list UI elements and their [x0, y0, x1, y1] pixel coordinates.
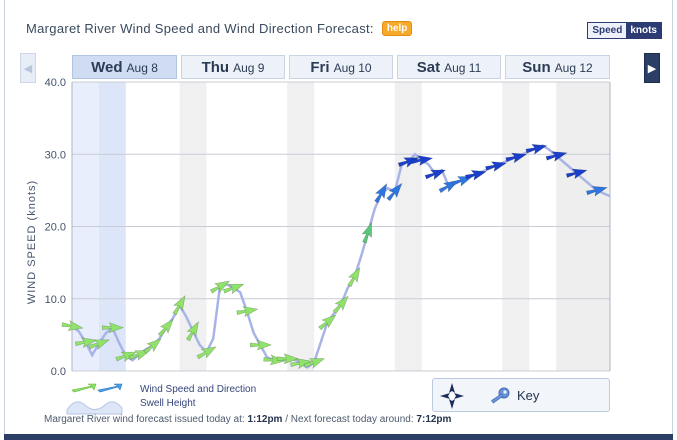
page-title: Margaret River Wind Speed and Wind Direc…: [26, 20, 374, 36]
wind-arrow: [236, 306, 259, 318]
tab-day-1[interactable]: Thu Aug 9: [181, 55, 285, 79]
wind-arrow: [263, 354, 286, 366]
nav-next-button[interactable]: ▶: [644, 53, 660, 83]
wind-arrow: [464, 170, 487, 181]
key-label: Key: [517, 388, 540, 403]
y-tick-label: 20.0: [45, 222, 66, 234]
help-button[interactable]: help: [381, 20, 413, 36]
y-axis-label: WIND SPEED (knots): [26, 180, 38, 304]
tab-day-date: Aug 12: [554, 61, 593, 75]
key-icon: [491, 387, 510, 404]
wind-arrow: [505, 152, 528, 164]
wind-arrow: [386, 182, 403, 202]
tab-day-2[interactable]: Fri Aug 10: [289, 55, 393, 79]
wind-arrow: [74, 337, 98, 349]
tab-day-3[interactable]: Sat Aug 11: [397, 55, 501, 79]
compass-north-letter: N: [449, 392, 455, 401]
next-forecast-text: / Next forecast today around:: [285, 414, 414, 425]
wind-arrow: [451, 176, 474, 187]
legend-swell-wave-icon: [66, 401, 123, 415]
issued-text: Margaret River wind forecast issued toda…: [44, 414, 245, 425]
next-forecast-time: 7:12pm: [416, 414, 452, 425]
issued-time: 1:12pm: [247, 414, 283, 425]
tab-day-name: Thu: [201, 59, 230, 76]
title-bar: Margaret River Wind Speed and Wind Direc…: [26, 18, 413, 38]
wind-arrow: [361, 221, 372, 244]
wind-arrow: [332, 295, 349, 314]
wind-arrow: [411, 155, 434, 167]
units-toggle[interactable]: Speed knots: [587, 22, 662, 39]
tab-day-name: Sat: [416, 59, 441, 76]
day-nav: ◀ Wed Aug 8 Thu Aug 9 Fri Aug 10 Sat Aug…: [20, 51, 660, 85]
wind-chart: 0.0 10.0 20.0 30.0 40.0 WIND SPEED (knots): [0, 72, 677, 382]
forecast-issued-info: Margaret River wind forecast issued toda…: [44, 414, 451, 425]
tab-day-4[interactable]: Sun Aug 12: [505, 55, 610, 79]
wind-arrow: [185, 320, 199, 342]
wind-arrow: [276, 353, 300, 365]
key-button[interactable]: N Key: [432, 378, 610, 412]
y-tick-label: 10.0: [45, 294, 66, 306]
y-tick-label: 30.0: [45, 149, 66, 161]
wind-arrow: [128, 350, 151, 361]
wind-arrow: [102, 322, 125, 334]
wind-arrow: [172, 294, 186, 316]
tab-day-0[interactable]: Wed Aug 8: [72, 55, 177, 79]
wind-arrow: [424, 169, 447, 181]
wind-arrow: [318, 314, 337, 331]
tab-day-date: Aug 11: [444, 61, 482, 75]
units-knots-label[interactable]: knots: [626, 23, 661, 38]
chevron-right-icon: ▶: [647, 62, 657, 75]
wind-arrow: [347, 266, 361, 288]
wind-arrow: [585, 185, 609, 197]
wind-arrow: [157, 318, 174, 338]
bottom-bar: [4, 434, 673, 440]
y-tick-label: 0.0: [51, 366, 66, 378]
legend-icons: [66, 383, 123, 415]
wind-arrow: [525, 144, 548, 155]
wind-arrow: [209, 280, 231, 294]
compass-icon: N: [440, 383, 464, 409]
units-speed-label[interactable]: Speed: [588, 23, 627, 38]
wind-arrow: [374, 182, 388, 204]
wind-arrow: [196, 346, 217, 360]
wind-arrow: [115, 351, 137, 363]
wind-arrow: [249, 339, 273, 351]
chevron-left-icon: ◀: [23, 62, 33, 75]
tab-day-name: Fri: [310, 59, 330, 76]
wind-chart-svg: 0.0 10.0 20.0 30.0 40.0 WIND SPEED (knots): [26, 77, 611, 378]
wind-arrow: [88, 339, 111, 350]
wind-arrow: [222, 283, 245, 295]
y-tick-label: 40.0: [45, 77, 66, 89]
legend-wind-label: Wind Speed and Direction: [140, 384, 257, 395]
wind-arrow: [143, 338, 162, 355]
chart-legend: Wind Speed and Direction Swell Height: [62, 378, 282, 418]
tab-day-date: Aug 8: [126, 61, 158, 75]
legend-wind-arrow-icon: [71, 383, 123, 393]
wind-arrow: [565, 168, 588, 180]
tab-day-date: Aug 9: [233, 61, 265, 75]
wind-arrow: [61, 320, 84, 332]
wind-arrow: [303, 358, 326, 369]
tab-day-date: Aug 10: [333, 61, 372, 75]
tab-day-name: Sun: [522, 59, 551, 76]
nav-prev-button[interactable]: ◀: [20, 53, 36, 83]
wind-arrow: [545, 151, 568, 162]
legend-swell-label: Swell Height: [140, 398, 196, 409]
wind-arrow: [290, 358, 313, 370]
wind-arrow: [485, 161, 508, 173]
tab-day-name: Wed: [91, 59, 123, 76]
